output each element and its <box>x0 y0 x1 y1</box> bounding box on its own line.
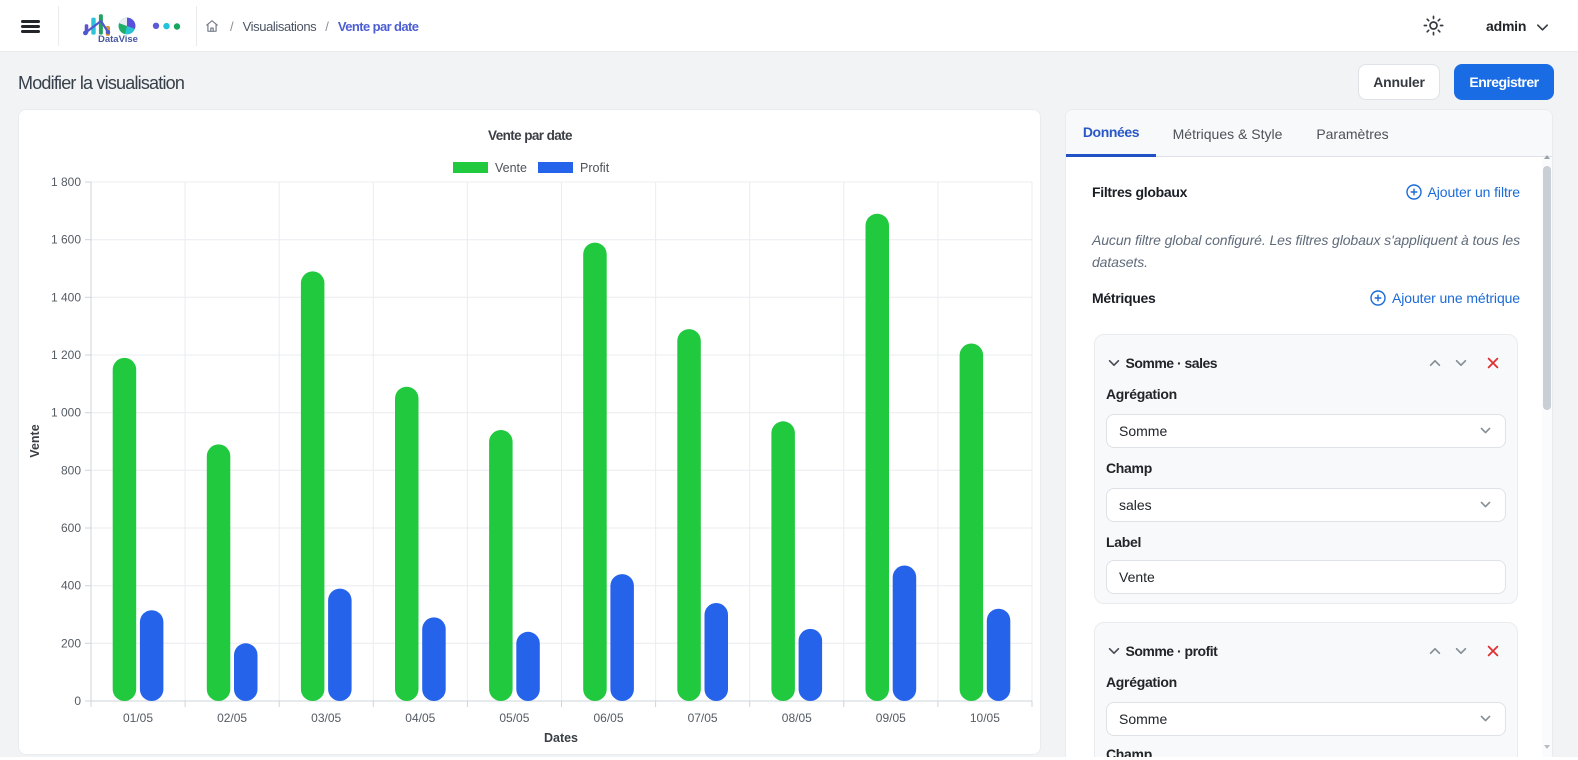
svg-text:01/05: 01/05 <box>123 711 153 725</box>
svg-text:02/05: 02/05 <box>217 711 247 725</box>
svg-text:Dates: Dates <box>544 731 578 745</box>
svg-text:200: 200 <box>61 636 81 650</box>
svg-text:Vente: Vente <box>28 424 42 457</box>
svg-text:800: 800 <box>61 463 81 477</box>
svg-text:1 400: 1 400 <box>51 290 81 304</box>
svg-text:08/05: 08/05 <box>782 711 812 725</box>
svg-text:1 800: 1 800 <box>51 175 81 189</box>
svg-text:06/05: 06/05 <box>593 711 623 725</box>
svg-text:05/05: 05/05 <box>499 711 529 725</box>
svg-text:09/05: 09/05 <box>876 711 906 725</box>
svg-text:Vente: Vente <box>495 161 527 175</box>
svg-text:1 000: 1 000 <box>51 406 81 420</box>
svg-text:03/05: 03/05 <box>311 711 341 725</box>
svg-text:400: 400 <box>61 579 81 593</box>
svg-text:1 600: 1 600 <box>51 233 81 247</box>
svg-text:1 200: 1 200 <box>51 348 81 362</box>
svg-text:10/05: 10/05 <box>970 711 1000 725</box>
svg-text:04/05: 04/05 <box>405 711 435 725</box>
svg-text:Vente par date: Vente par date <box>488 128 573 143</box>
svg-text:600: 600 <box>61 521 81 535</box>
svg-text:Profit: Profit <box>580 161 610 175</box>
svg-text:07/05: 07/05 <box>688 711 718 725</box>
svg-text:0: 0 <box>74 694 81 708</box>
